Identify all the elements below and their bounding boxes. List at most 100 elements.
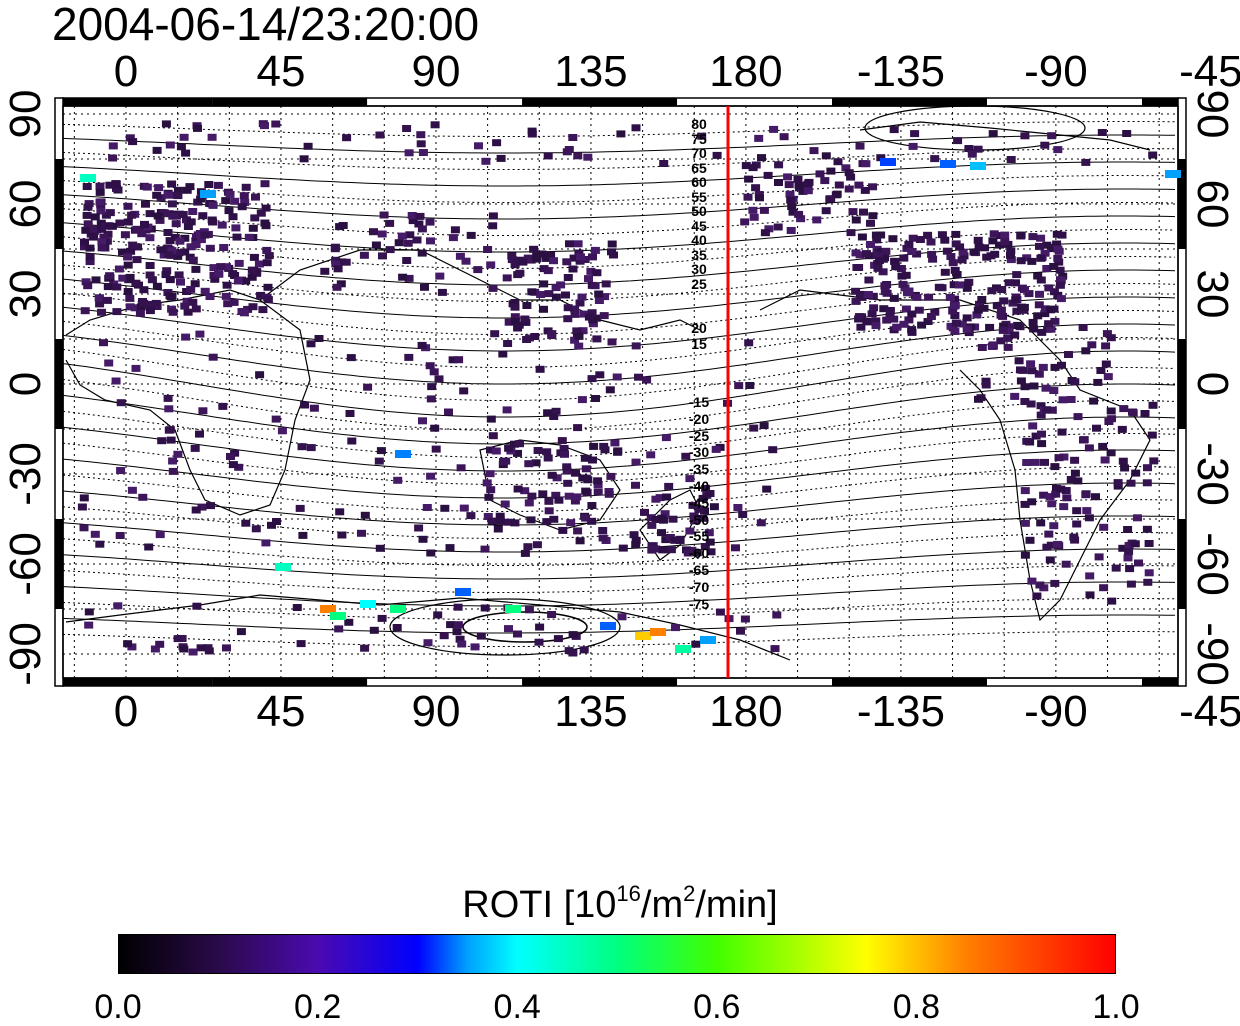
frame-bar-bottom: [1141, 678, 1178, 686]
roti-cell: [803, 187, 813, 195]
roti-cell: [1050, 463, 1060, 471]
roti-cell: [299, 155, 309, 163]
roti-cell-high: [880, 158, 896, 166]
roti-cell: [168, 457, 178, 465]
roti-cell: [1040, 141, 1050, 149]
roti-cell: [589, 442, 599, 450]
roti-cell: [592, 269, 602, 277]
mlat-contour: [62, 449, 1176, 499]
coastline: [65, 594, 791, 661]
roti-cell: [510, 303, 520, 311]
roti-cell: [104, 222, 114, 230]
roti-cell: [570, 305, 580, 313]
roti-cell: [306, 444, 316, 452]
roti-cell: [455, 635, 465, 643]
roti-cell: [657, 529, 666, 537]
roti-cell: [660, 510, 670, 518]
roti-cell: [1113, 479, 1123, 487]
roti-cell: [264, 252, 274, 260]
roti-cell-high: [395, 450, 411, 458]
roti-cell: [957, 256, 967, 264]
roti-cell: [209, 264, 219, 272]
roti-cell: [1038, 363, 1048, 371]
roti-cell: [979, 304, 989, 312]
roti-cell: [646, 451, 656, 459]
roti-cell: [854, 264, 864, 271]
roti-cell: [105, 272, 115, 280]
roti-cell: [486, 415, 496, 423]
mlat-label: -75: [688, 595, 710, 612]
mlat-contour: [62, 565, 1176, 593]
roti-cell: [773, 223, 783, 231]
roti-cell: [1020, 487, 1030, 495]
roti-cell: [196, 644, 206, 652]
roti-cell: [173, 635, 183, 643]
roti-cell: [914, 306, 924, 314]
roti-cell: [503, 340, 513, 347]
roti-cell: [902, 244, 912, 252]
roti-cell: [81, 278, 91, 286]
roti-cell: [675, 535, 685, 543]
roti-cell: [1079, 436, 1088, 444]
roti-cell: [846, 229, 856, 237]
roti-cell: [1134, 559, 1143, 567]
roti-cell: [738, 511, 748, 518]
roti-cell: [809, 147, 819, 155]
roti-cell: [249, 253, 259, 261]
roti-cell: [575, 537, 585, 545]
roti-cell: [520, 549, 530, 557]
roti-cell: [1026, 360, 1036, 368]
roti-cell: [152, 282, 162, 290]
mlat-contour: [62, 482, 1176, 526]
roti-cell: [584, 313, 594, 321]
roti-cell: [917, 321, 927, 329]
roti-cell: [527, 130, 537, 138]
roti-cell: [871, 231, 881, 239]
roti-cell: [95, 540, 105, 548]
roti-cell: [231, 224, 241, 232]
mlat-contour: [62, 229, 1176, 269]
roti-cell: [214, 270, 224, 278]
roti-cell: [774, 179, 783, 186]
roti-cell: [237, 203, 247, 211]
roti-cell: [186, 285, 196, 293]
roti-cell: [996, 311, 1006, 319]
roti-cell: [1123, 526, 1133, 533]
roti-cell: [558, 526, 568, 534]
roti-cell: [969, 248, 979, 256]
roti-cell: [248, 303, 258, 311]
frame-bar-top: [522, 98, 678, 106]
roti-cell: [144, 543, 154, 551]
roti-cell: [488, 284, 498, 292]
roti-cell: [186, 243, 196, 251]
roti-cell: [736, 627, 745, 635]
roti-cell: [345, 410, 355, 417]
roti-cell: [484, 493, 494, 501]
roti-cell: [123, 202, 133, 210]
roti-cell: [864, 276, 874, 284]
roti-cell: [743, 193, 753, 201]
roti-cell: [332, 283, 342, 291]
lat-tick-right: -30: [1188, 442, 1237, 506]
roti-cell: [376, 447, 386, 455]
roti-cell: [1003, 334, 1013, 342]
roti-cell: [200, 231, 210, 239]
mlat-label: -40: [688, 478, 710, 494]
roti-cell: [851, 287, 861, 295]
roti-cell: [116, 399, 126, 407]
roti-cell: [599, 442, 609, 450]
roti-cell: [371, 241, 381, 249]
roti-cell: [1047, 500, 1057, 508]
roti-cell: [155, 640, 165, 648]
roti-cell: [926, 238, 936, 246]
roti-cell: [547, 332, 557, 340]
roti-cell: [1028, 422, 1038, 430]
mlat-contour: [62, 256, 1176, 302]
roti-cell: [1057, 361, 1066, 369]
roti-cell: [904, 316, 914, 324]
roti-cell: [606, 472, 616, 480]
roti-cell: [418, 417, 427, 425]
roti-cell: [232, 233, 242, 241]
roti-cell: [617, 613, 627, 621]
roti-cell: [300, 401, 310, 409]
